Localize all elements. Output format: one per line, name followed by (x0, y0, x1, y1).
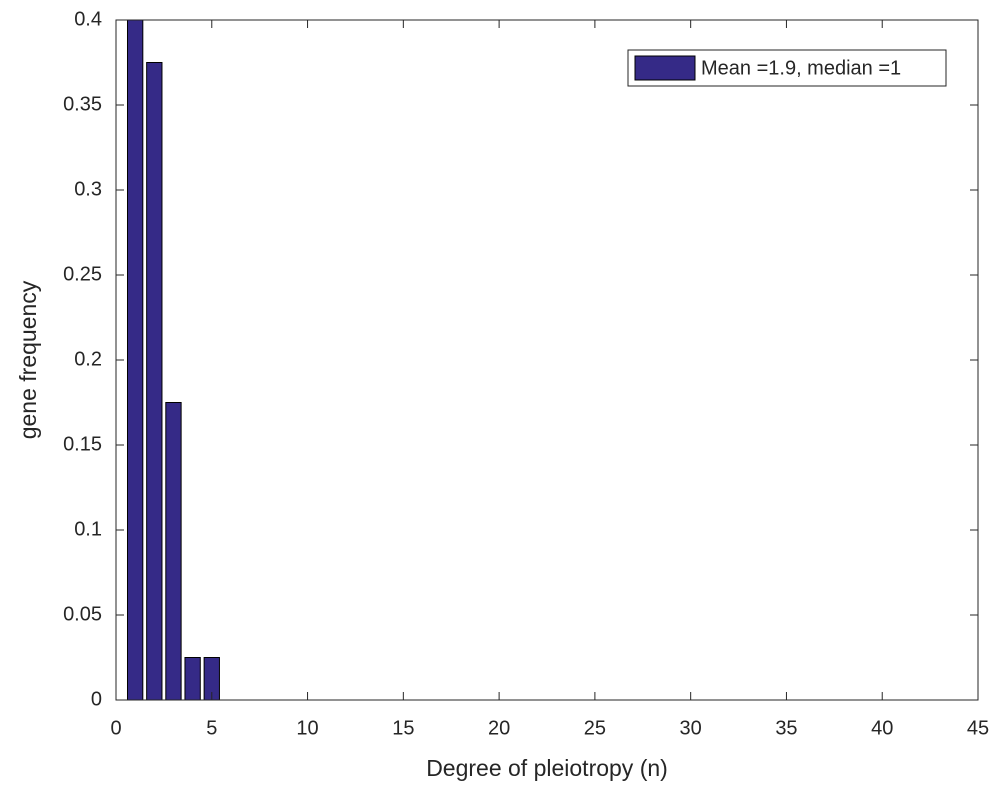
y-tick-label: 0.2 (74, 348, 102, 370)
x-tick-label: 25 (584, 717, 606, 739)
x-tick-label: 45 (967, 717, 989, 739)
x-tick-label: 5 (206, 717, 217, 739)
y-tick-label: 0.3 (74, 178, 102, 200)
y-tick-label: 0.4 (74, 8, 102, 30)
x-axis-label: Degree of pleiotropy (n) (426, 755, 668, 781)
y-tick-label: 0.1 (74, 518, 102, 540)
x-tick-label: 30 (680, 717, 702, 739)
y-tick-label: 0.05 (63, 603, 102, 625)
y-tick-label: 0.35 (63, 93, 102, 115)
x-tick-label: 15 (392, 717, 414, 739)
bar (126, 19, 144, 701)
bar (165, 402, 182, 701)
axes-box (115, 19, 979, 701)
y-tick-label: 0.25 (63, 263, 102, 285)
x-tick-label: 40 (871, 717, 893, 739)
legend-label: Mean =1.9, median =1 (701, 57, 901, 79)
y-tick-label: 0.15 (63, 433, 102, 455)
x-tick-label: 0 (110, 717, 121, 739)
bar (184, 657, 201, 701)
x-tick-label: 10 (296, 717, 318, 739)
legend-swatch (634, 55, 696, 81)
x-tick-label: 35 (775, 717, 797, 739)
y-tick-label: 0 (91, 688, 102, 710)
bar (146, 62, 163, 701)
x-tick-label: 20 (488, 717, 510, 739)
y-axis-label: gene frequency (15, 280, 41, 439)
